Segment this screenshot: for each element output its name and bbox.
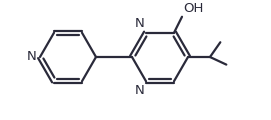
Text: OH: OH bbox=[183, 2, 203, 15]
Text: N: N bbox=[134, 17, 144, 30]
Text: N: N bbox=[27, 51, 37, 63]
Text: N: N bbox=[134, 84, 144, 97]
